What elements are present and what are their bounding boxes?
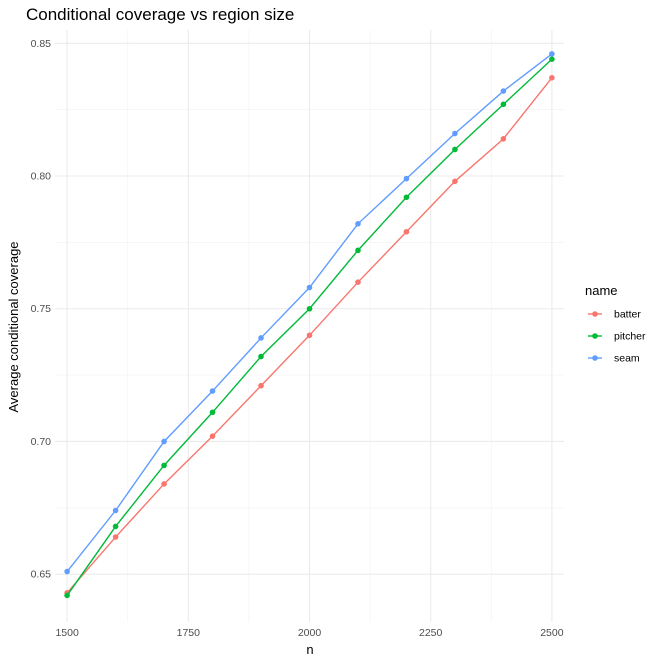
grid [55, 30, 564, 622]
y-tick-label: 0.70 [31, 436, 52, 448]
y-tick-label: 0.75 [31, 303, 52, 315]
legend-label: batter [614, 309, 641, 321]
data-point-seam [64, 568, 70, 575]
data-point-pitcher [452, 146, 458, 153]
data-point-seam [500, 88, 507, 94]
data-point-pitcher [161, 462, 167, 469]
data-point-pitcher [112, 523, 119, 530]
legend-item-batter: batter [588, 309, 641, 321]
legend-label: seam [614, 353, 640, 365]
data-point-seam [306, 284, 313, 291]
data-point-seam [209, 388, 216, 394]
data-point-seam [355, 220, 361, 227]
chart-title: Conditional coverage vs region size [26, 5, 294, 24]
legend-label: pitcher [614, 331, 646, 343]
data-point-seam [161, 438, 167, 445]
legend-item-pitcher: pitcher [588, 331, 646, 343]
y-axis-title: Average conditional coverage [6, 241, 21, 412]
data-point-batter [355, 279, 361, 285]
data-point-pitcher [209, 409, 216, 416]
data-point-batter [452, 178, 458, 185]
data-point-batter [306, 332, 313, 339]
data-point-batter [500, 136, 507, 142]
x-axis-title: n [306, 642, 313, 657]
legend-item-seam: seam [588, 353, 640, 365]
data-point-pitcher [403, 194, 410, 201]
y-tick-label: 0.65 [31, 569, 52, 581]
series-pitcher [64, 56, 555, 599]
y-tick-label: 0.85 [31, 38, 52, 50]
data-point-batter [258, 382, 264, 389]
data-point-seam [258, 335, 264, 341]
x-tick-label: 2500 [540, 627, 564, 639]
legend: name batter pitcher seam [585, 283, 646, 365]
data-point-pitcher [64, 592, 70, 599]
data-point-batter [161, 481, 167, 487]
series-layer [64, 51, 555, 599]
series-seam [64, 51, 555, 575]
y-axis-ticks: 0.65 0.70 0.75 0.80 0.85 [31, 38, 52, 581]
legend-key-point [592, 333, 598, 339]
data-point-pitcher [258, 353, 264, 360]
x-axis-ticks: 1500 1750 2000 2250 2500 [55, 627, 563, 639]
data-point-batter [209, 433, 216, 439]
data-point-batter [403, 228, 410, 235]
legend-title: name [585, 283, 618, 298]
x-tick-label: 1500 [55, 627, 79, 639]
x-tick-label: 2250 [419, 627, 443, 639]
data-point-seam [549, 51, 555, 57]
series-batter [64, 74, 555, 596]
data-point-pitcher [500, 101, 507, 108]
data-point-seam [452, 130, 458, 137]
data-point-seam [403, 175, 410, 182]
x-tick-label: 2000 [298, 627, 322, 639]
data-point-batter [549, 74, 555, 81]
data-point-pitcher [355, 247, 361, 254]
x-tick-label: 1750 [177, 627, 201, 639]
legend-key-point [592, 311, 598, 317]
y-tick-label: 0.80 [31, 171, 52, 183]
data-point-pitcher [549, 56, 555, 63]
data-point-seam [112, 507, 119, 514]
legend-key-point [592, 355, 598, 361]
data-point-batter [112, 534, 119, 540]
data-point-pitcher [306, 305, 313, 312]
